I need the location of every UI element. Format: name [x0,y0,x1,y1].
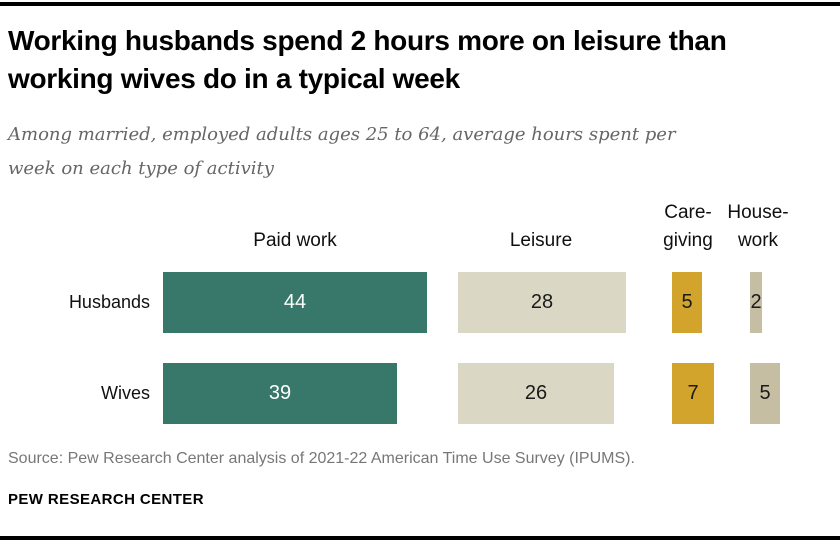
bar-leisure-wives: 26 [458,363,614,424]
value-label-leisure-husbands: 28 [530,291,554,313]
row-label-wives: Wives [101,383,150,403]
bar-chart: Paid work Leisure Care- giving House- work H… [0,200,840,440]
value-label-paid-work-wives: 39 [268,382,292,404]
page-title: Working husbands spend 2 hours more on l… [8,25,727,94]
bar-housework-husbands: 2 [750,272,762,333]
top-rule [0,2,840,6]
value-label-housework-wives: 5 [759,382,771,404]
bar-caregiving-husbands: 5 [672,272,702,333]
column-header-caregiving: Care- giving [663,202,713,251]
column-header-housework: House- work [727,202,789,251]
bar-leisure-husbands: 28 [458,272,626,333]
column-header-leisure: Leisure [509,230,573,251]
bar-paid-work-husbands: 44 [163,272,427,333]
brand-label: PEW RESEARCH CENTER [8,491,204,508]
bar-caregiving-wives: 7 [672,363,714,424]
value-label-housework-husbands: 2 [750,291,762,313]
value-label-leisure-wives: 26 [524,382,548,404]
source-note: Source: Pew Research Center analysis of … [8,450,635,467]
bar-housework-wives: 5 [750,363,780,424]
chart-subtitle: Among married, employed adults ages 25 t… [8,124,676,179]
column-header-paid-work: Paid work [253,230,337,251]
value-label-caregiving-husbands: 5 [681,291,693,313]
bar-paid-work-wives: 39 [163,363,397,424]
value-label-caregiving-wives: 7 [687,382,699,404]
row-label-husbands: Husbands [68,292,150,312]
value-label-paid-work-husbands: 44 [283,291,307,313]
bottom-rule [0,536,840,540]
